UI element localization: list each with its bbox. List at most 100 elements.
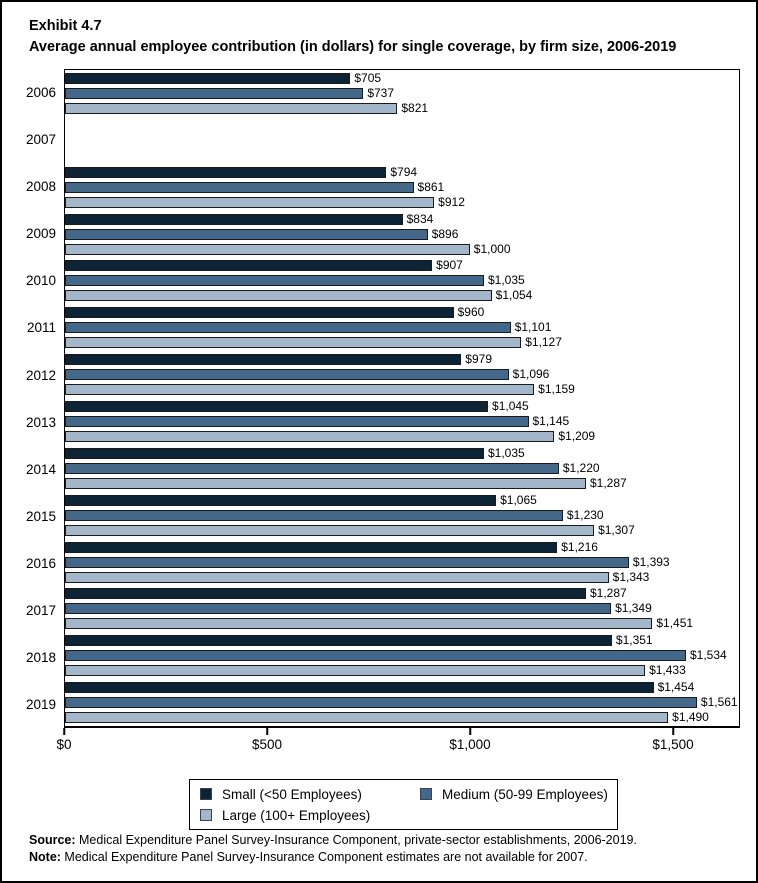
source-label: Source:	[29, 833, 76, 847]
bar-row: $794	[65, 166, 739, 178]
legend-label-medium: Medium (50-99 Employees)	[442, 786, 608, 802]
bar-value-label: $1,220	[562, 460, 600, 475]
bar-value-label: $896	[431, 226, 459, 241]
bar-value-label: $1,454	[657, 680, 695, 695]
bar-large	[65, 571, 609, 583]
year-group-2012: $979 $1,096 $1,159	[65, 351, 739, 398]
bar-value-label: $1,045	[492, 398, 529, 413]
bar-row: $1,561	[65, 696, 739, 709]
bar-large	[65, 196, 435, 208]
year-group-2008: $794 $861 $912	[65, 164, 739, 211]
bar-value-label: $1,230	[566, 507, 604, 522]
bar-value-label: $1,433	[649, 663, 686, 678]
bar-small	[65, 166, 387, 178]
bar-value-label: $1,035	[487, 445, 525, 460]
bar-value-label: $834	[406, 211, 434, 226]
bar-small	[65, 635, 612, 647]
year-group-2009: $834 $896 $1,000	[65, 211, 739, 258]
bar-small	[65, 354, 462, 366]
legend-swatch-small-icon	[200, 788, 212, 800]
bar-row: $1,307	[65, 524, 739, 536]
legend-label-large: Large (100+ Employees)	[222, 807, 371, 823]
year-label: 2019	[25, 697, 56, 713]
bar-medium	[65, 275, 484, 287]
year-label: 2017	[25, 602, 56, 618]
year-group-2007	[65, 117, 739, 164]
x-axis-tick-label: $1,500	[652, 737, 694, 752]
bar-value-label: $1,216	[561, 539, 598, 554]
bar-row: $1,220	[65, 460, 739, 475]
legend-item-small: Small (<50 Employees)	[200, 785, 420, 803]
year-label: 2013	[25, 414, 56, 430]
bar-small	[65, 260, 433, 272]
year-label: 2008	[25, 179, 56, 195]
year-label: 2015	[25, 508, 56, 524]
title-block: Exhibit 4.7 Average annual employee cont…	[29, 16, 746, 58]
x-axis: $0 $500 $1,000 $1,500	[56, 728, 740, 760]
bar-value-label: $1,349	[615, 601, 652, 616]
bar-groups: $705 $737 $821 $794 $861 $912 $834 $896 $1,000 $9…	[65, 70, 739, 726]
bar-value-label: $1,145	[532, 413, 570, 428]
bar-value-label: $861	[417, 179, 445, 194]
year-label: 2007	[25, 132, 56, 148]
bar-small	[65, 588, 586, 600]
bar-value-label: $907	[436, 258, 463, 273]
bar-small	[65, 400, 489, 412]
bar-row: $1,216	[65, 539, 739, 554]
year-group-2011: $960 $1,101 $1,127	[65, 304, 739, 351]
bar-large	[65, 618, 653, 630]
bar-small	[65, 494, 497, 506]
bar-row: $1,035	[65, 274, 739, 287]
bar-row: $834	[65, 211, 739, 226]
bar-value-label: $1,534	[689, 648, 727, 663]
bar-small	[65, 682, 654, 694]
bar-large	[65, 665, 646, 677]
plot-area: $705 $737 $821 $794 $861 $912 $834 $896 $1,000 $9…	[64, 69, 740, 728]
year-group-2013: $1,045 $1,145 $1,209	[65, 398, 739, 445]
legend-label-small: Small (<50 Employees)	[222, 786, 362, 802]
bar-large	[65, 290, 492, 302]
bar-value-label: $821	[401, 100, 429, 115]
bar-value-label: $960	[457, 305, 485, 320]
bar-small	[65, 213, 403, 225]
year-group-2014: $1,035 $1,220 $1,287	[65, 445, 739, 492]
y-axis-year-labels: 2006 2007 2008 2009 2010 2011 2012 2013 2014 2015…	[2, 69, 56, 728]
bar-medium	[65, 650, 686, 662]
bar-row: $1,035	[65, 445, 739, 460]
bar-row: $979	[65, 352, 739, 367]
year-group-2018: $1,351 $1,534 $1,433	[65, 632, 739, 679]
bar-row: $861	[65, 179, 739, 194]
bar-row: $1,433	[65, 663, 739, 678]
x-axis-tick	[266, 728, 268, 735]
bar-row: $1,145	[65, 413, 739, 428]
bar-row: $1,451	[65, 617, 739, 630]
bar-value-label: $1,287	[589, 586, 627, 601]
bar-value-label: $979	[465, 352, 492, 367]
year-group-2010: $907 $1,035 $1,054	[65, 257, 739, 304]
bar-row: $907	[65, 258, 739, 273]
year-group-2017: $1,287 $1,349 $1,451	[65, 585, 739, 632]
year-label: 2012	[25, 367, 56, 383]
year-label: 2009	[25, 226, 56, 242]
note-label: Note:	[29, 850, 61, 864]
chart-title: Average annual employee contribution (in…	[29, 39, 677, 55]
bar-row: $1,101	[65, 321, 739, 334]
bar-value-label: $1,054	[495, 288, 533, 303]
bar-value-label: $1,351	[615, 633, 653, 648]
bar-medium	[65, 509, 563, 521]
bar-large	[65, 524, 595, 536]
bar-row: $1,065	[65, 494, 739, 506]
year-group-2006: $705 $737 $821	[65, 70, 739, 117]
bar-value-label: $1,127	[525, 335, 562, 350]
bar-row: $1,287	[65, 477, 739, 489]
bar-value-label: $1,393	[632, 554, 670, 569]
bar-large	[65, 337, 522, 349]
bar-medium	[65, 603, 612, 615]
bar-medium	[65, 462, 559, 474]
bar-value-label: $912	[438, 194, 465, 209]
bar-medium	[65, 228, 428, 240]
x-axis-tick-label: $0	[56, 737, 72, 752]
bar-medium	[65, 322, 511, 334]
bar-row: $1,393	[65, 554, 739, 569]
